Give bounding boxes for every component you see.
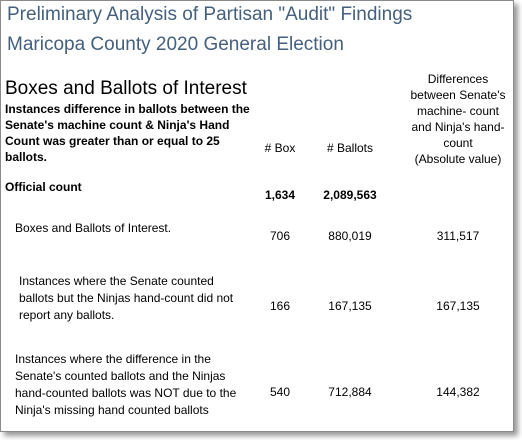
text-line: Senate's counted ballots and the Ninjas [15, 369, 226, 383]
section-description: Instances difference in ballots between … [5, 101, 250, 165]
text-line: hand-counted ballots was NOT due to the [15, 386, 237, 400]
title-line: Maricopa County 2020 General Election [7, 34, 344, 55]
text-line: Boxes and Ballots of Interest. [15, 221, 172, 235]
text-line: Official count [5, 180, 82, 194]
text-line: between Senate's [410, 88, 506, 102]
title-line: Preliminary Analysis of Partisan "Audit"… [7, 4, 413, 25]
cell-value: 1,634 [264, 187, 296, 202]
column-header: # Box [264, 141, 296, 155]
cell-value: 144,382 [436, 385, 480, 399]
cell-value: 166 [269, 298, 291, 313]
cell-value: 540 [269, 385, 291, 399]
text-line: Senate's machine count & Ninja's Hand [5, 118, 230, 132]
row-label: Instances where the Senate counted ballot… [19, 273, 233, 324]
text-line: Differences [427, 72, 489, 86]
text-line: Instances where the difference in the [15, 352, 211, 366]
column-header: Differences between Senate's machine- coun… [393, 71, 522, 167]
row-label: Boxes and Ballots of Interest. [15, 220, 171, 237]
text-line: machine- count [416, 104, 500, 118]
cell-value: 167,135 [328, 298, 372, 313]
text-line: (Absolute value) [414, 152, 502, 166]
text-line: Instances where the Senate counted [19, 274, 214, 288]
row-label: Official count [5, 179, 82, 196]
cell-value: 880,019 [328, 228, 372, 243]
cell-value: 706 [269, 228, 291, 243]
column-header: # Ballots [326, 141, 374, 155]
text-line: report any ballots. [19, 308, 115, 322]
cell-value: 712,884 [328, 385, 372, 399]
text-line: ballots. [5, 150, 48, 164]
text-line: Instances difference in ballots between … [5, 102, 250, 116]
text-line: ballots but the Ninjas hand-count did no… [19, 291, 234, 305]
cell-value: 311,517 [436, 228, 480, 243]
text-line: and Ninja's hand- [411, 120, 505, 134]
cell-value: 2,089,563 [323, 187, 377, 202]
row-label: Instances where the difference in the Sen… [15, 351, 236, 419]
text-line: Ninja's missing hand counted ballots [15, 403, 209, 417]
cell-value: 167,135 [436, 298, 480, 313]
text-line: count [443, 136, 473, 150]
section-heading: Boxes and Ballots of Interest [5, 78, 247, 99]
text-line: Count was greater than or equal to 25 [5, 134, 220, 148]
page-frame: Preliminary Analysis of Partisan "Audit"… [0, 0, 514, 432]
